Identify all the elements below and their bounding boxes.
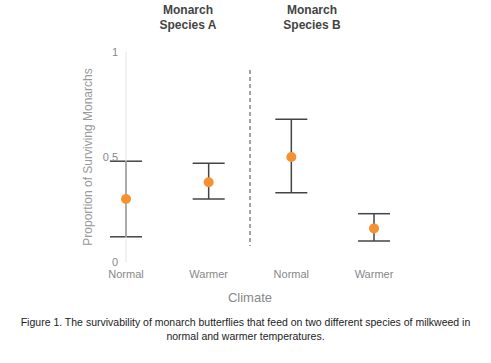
- svg-text:Climate: Climate: [228, 290, 272, 305]
- svg-text:Warmer: Warmer: [189, 268, 228, 280]
- svg-text:1: 1: [112, 46, 118, 58]
- svg-text:0.5: 0.5: [103, 151, 118, 163]
- svg-text:0: 0: [112, 256, 118, 268]
- svg-text:Proportion of Surviving Monarc: Proportion of Surviving Monarchs: [81, 68, 95, 245]
- html-text:Monarch Species B: Monarch Species B: [283, 3, 341, 32]
- svg-text:Warmer: Warmer: [355, 268, 394, 280]
- svg-text:Normal: Normal: [274, 268, 309, 280]
- svg-text:Normal: Normal: [108, 268, 143, 280]
- html-text:Monarch Species A: Monarch Species A: [159, 3, 217, 32]
- html-text:Figure 1. The survivability of: Figure 1. The survivability of monarch b…: [20, 316, 471, 342]
